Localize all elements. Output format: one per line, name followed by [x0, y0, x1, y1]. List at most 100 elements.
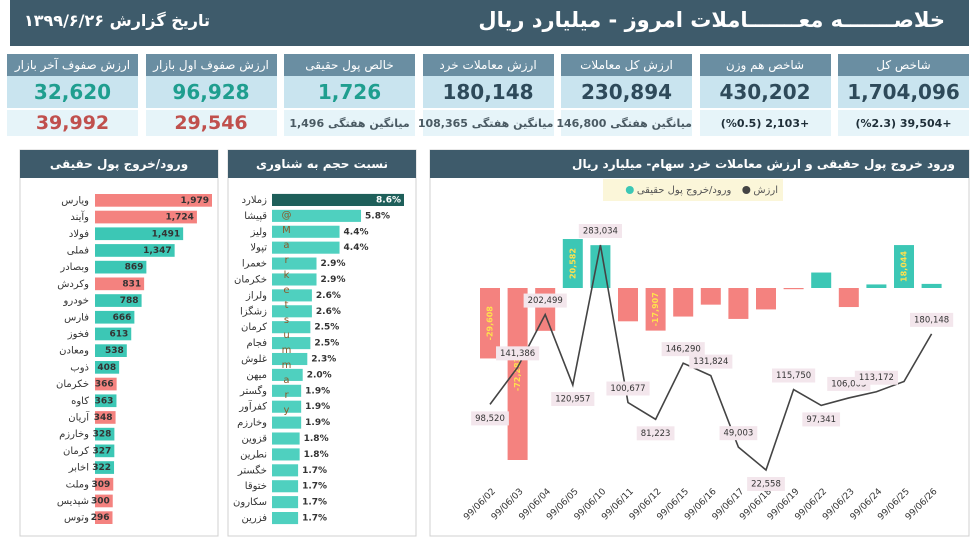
bar: [95, 461, 115, 474]
bar: [783, 288, 804, 290]
category-label: نطرین: [240, 449, 267, 460]
data-label: 120,957: [555, 395, 590, 405]
kpi-card: شاخص هم وزن 430,202 +2,103 (%0.5): [699, 54, 831, 136]
bar: [272, 321, 311, 334]
data-label-box: [578, 224, 622, 238]
bar: [272, 305, 312, 318]
data-label: 283,034: [583, 227, 618, 237]
legend-label: ورود/خروج پول حقیقی: [637, 185, 732, 196]
category-label: شپدیس: [57, 496, 89, 507]
bar: [618, 288, 638, 322]
bar: [95, 361, 120, 374]
bar-value-label: 20,582: [568, 248, 577, 279]
data-label-box: [747, 477, 785, 491]
value-label: 1.9%: [305, 386, 330, 396]
kpi-value: 96,928: [145, 76, 277, 108]
data-label-box: [802, 412, 841, 427]
bar: [272, 512, 299, 525]
kpi-value: 230,894: [561, 76, 692, 108]
bar: [95, 210, 197, 224]
bar: [272, 209, 362, 222]
value-label: 408: [97, 363, 116, 373]
watermark: @Marketsummary: [281, 210, 292, 420]
panel-title: ورود خروج پول حقیقی و ارزش معاملات خرد س…: [430, 150, 969, 178]
data-label-box: [496, 346, 540, 361]
data-label-box: [523, 293, 567, 308]
data-label-box: [636, 426, 675, 441]
bar: [272, 225, 340, 238]
category-label: آریان: [68, 410, 90, 423]
category-label: فولاد: [69, 229, 89, 240]
data-label: 22,558: [751, 480, 781, 490]
bar: [272, 480, 299, 493]
data-label-box: [719, 426, 758, 441]
category-label: ومعادن: [59, 346, 89, 357]
category-label: فخوز: [67, 329, 89, 340]
kpi-sub: 39,992: [7, 108, 138, 136]
bar: [272, 257, 317, 270]
kpi-card: ارزش صفوف آخر بازار 32,620 39,992: [7, 54, 138, 136]
value-label: 366: [95, 380, 114, 390]
bar: [272, 384, 302, 397]
value-label: 1.9%: [305, 418, 330, 428]
header-title: خلاصـــــــه معـــــــاملات امروز - میلی…: [478, 8, 945, 32]
bar-value-label: -29,608: [486, 306, 495, 341]
bar: [272, 496, 299, 509]
value-label: 2.9%: [321, 275, 346, 285]
value-label: 4.4%: [344, 243, 369, 253]
bar: [272, 464, 299, 477]
bar: [838, 288, 859, 308]
line: [489, 244, 933, 472]
value-label: 1.7%: [302, 498, 327, 508]
data-label-box: [854, 370, 898, 385]
value-label: 1,724: [165, 213, 193, 223]
category-label: وگستر: [239, 385, 267, 397]
bar: [272, 241, 340, 254]
value-label: 1.7%: [302, 466, 327, 476]
bar: [894, 245, 914, 288]
value-label: 8.6%: [376, 195, 401, 205]
category-label: وخارزم: [59, 429, 89, 440]
bar: [95, 444, 115, 458]
value-label: 2.5%: [314, 323, 339, 333]
value-label: 1.7%: [302, 482, 327, 492]
kpi-sub: میانگین هفتگی 108,365: [418, 108, 554, 136]
category-label: فزرین: [241, 513, 267, 524]
bar: [95, 327, 132, 341]
kpi-label: شاخص کل: [838, 54, 969, 76]
category-label: خکرمان: [56, 379, 89, 390]
panel-title: ورود/خروج پول حقیقی: [20, 150, 218, 178]
value-label: 363: [95, 396, 114, 406]
data-label-box: [606, 381, 650, 396]
kpi-sub: +2,103 (%0.5): [699, 108, 831, 136]
category-label: وخارزم: [237, 418, 267, 429]
category-label: میهن: [246, 370, 267, 381]
value-label: 309: [91, 480, 110, 490]
data-label: 202,499: [528, 296, 563, 306]
category-label: قپیشا: [244, 211, 267, 222]
bar: [645, 288, 666, 331]
value-label: 788: [120, 296, 139, 306]
value-label: 1.8%: [304, 434, 329, 444]
category-label: وکردش: [57, 279, 89, 290]
data-label: 141,386: [500, 349, 535, 359]
kpi-value: 1,704,096: [838, 76, 969, 108]
value-label: 1,347: [143, 246, 171, 256]
kpi-value: 32,620: [7, 76, 138, 108]
category-label: اخابر: [68, 463, 89, 474]
category-label: خکرمان: [234, 274, 267, 285]
value-label: 327: [93, 446, 112, 456]
value-label: 2.0%: [307, 370, 332, 380]
category-label: ذوب: [70, 362, 89, 373]
bar: [272, 273, 317, 286]
bar: [272, 289, 312, 302]
category-label: خودرو: [63, 296, 89, 307]
value-label: 300: [91, 496, 110, 506]
panel-title: نسبت حجم به شناوری: [228, 150, 416, 178]
bar: [95, 411, 116, 424]
bar: [95, 477, 114, 491]
bar: [95, 394, 117, 408]
bar: [95, 227, 184, 241]
category-label: کرمان: [241, 322, 267, 333]
kpi-label: خالص پول حقیقی: [284, 54, 415, 76]
